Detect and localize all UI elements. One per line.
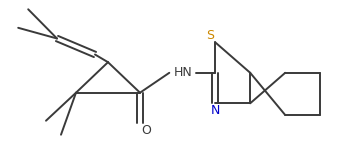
Text: O: O	[141, 125, 151, 138]
Text: S: S	[206, 29, 214, 42]
Text: HN: HN	[174, 66, 192, 79]
Text: N: N	[210, 104, 220, 118]
